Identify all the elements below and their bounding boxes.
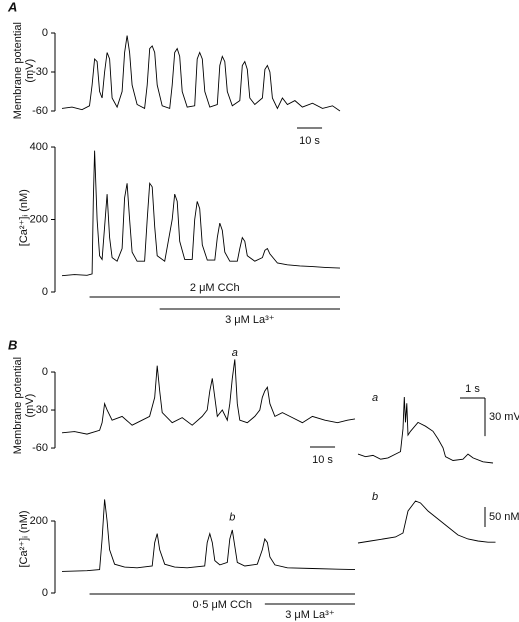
scale-bar-label: 1 s: [465, 383, 480, 395]
y-axis-label: [Ca²⁺]ᵢ (nM): [18, 189, 30, 246]
scale-bar-label: 50 nM: [489, 511, 519, 523]
inset-label: a: [372, 392, 378, 404]
trace: [61, 359, 356, 435]
y-tick-label: 0: [42, 27, 48, 39]
y-axis-label: [Ca²⁺]ᵢ (nM): [18, 510, 30, 567]
trace: [61, 150, 341, 277]
inset-label: b: [372, 491, 378, 503]
trace: [61, 35, 341, 112]
treatment-label: 3 μM La³⁺: [285, 609, 335, 621]
scale-bar-label: 10 s: [312, 454, 333, 466]
y-tick-label: -30: [32, 404, 48, 416]
y-tick-label: 0: [42, 587, 48, 599]
y-axis-label: (mV): [24, 59, 36, 83]
treatment-label: 0·5 μM CCh: [193, 599, 253, 611]
y-tick-label: -60: [32, 105, 48, 117]
y-tick-label: -60: [32, 442, 48, 454]
y-axis-label: Membrane potential: [12, 22, 24, 119]
y-tick-label: 0: [42, 286, 48, 298]
scale-bar-label: 30 mV: [489, 411, 519, 423]
y-axis-label: (mV): [24, 394, 36, 418]
y-tick-label: 400: [30, 141, 48, 153]
treatment-label: 3 μM La³⁺: [225, 314, 275, 326]
trace: [61, 499, 356, 572]
trace: [357, 500, 496, 544]
annotation: b: [229, 511, 235, 523]
panel-label: B: [8, 337, 17, 352]
trace: [357, 396, 494, 464]
y-tick-label: 0: [42, 366, 48, 378]
treatment-label: 2 μM CCh: [190, 282, 240, 294]
y-tick-label: 200: [30, 213, 48, 225]
y-axis-label: Membrane potential: [12, 357, 24, 454]
scale-bar-label: 10 s: [299, 135, 320, 147]
y-tick-label: 200: [30, 515, 48, 527]
y-tick-label: -30: [32, 66, 48, 78]
panel-label: A: [7, 0, 17, 14]
annotation: a: [232, 347, 238, 359]
